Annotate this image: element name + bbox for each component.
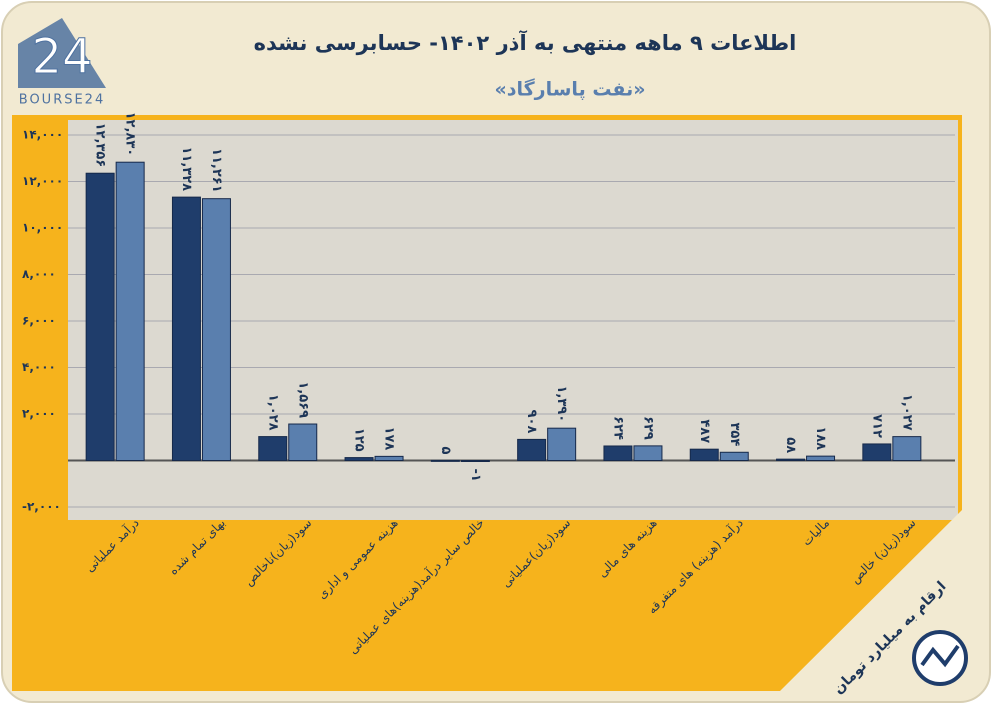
value-label: ۱,۵۶۹ bbox=[295, 381, 310, 418]
value-label: ۴۸۷ bbox=[697, 419, 712, 443]
bar bbox=[344, 457, 374, 461]
bar bbox=[633, 445, 663, 462]
y-tick-label: ۱۰,۰۰۰ bbox=[22, 221, 63, 235]
bar bbox=[806, 455, 836, 461]
y-tick-label: ۱۲,۰۰۰ bbox=[22, 174, 63, 188]
value-label: ۹۰۸ bbox=[524, 410, 539, 434]
y-tick-label: ۴,۰۰۰ bbox=[22, 360, 56, 374]
bar bbox=[776, 458, 806, 461]
value-label: ۱۱,۳۲۸ bbox=[179, 146, 194, 191]
value-label: ۱۲,۳۵۶ bbox=[93, 123, 108, 168]
logo-shape bbox=[18, 18, 106, 88]
value-label: ۷۱۲ bbox=[869, 414, 884, 438]
logo-name: BOURSE24 bbox=[19, 93, 105, 108]
y-tick-label: ۶,۰۰۰ bbox=[22, 314, 56, 328]
value-label: ۱,۳۹۰ bbox=[554, 385, 569, 422]
value-label: ۱۲۵ bbox=[352, 428, 367, 452]
bar bbox=[892, 436, 922, 462]
value-label: ۶۲۹ bbox=[640, 416, 655, 440]
bar bbox=[517, 438, 547, 462]
logo-icon-line bbox=[920, 644, 960, 668]
chart-subtitle: «نفت پاسارگاد» bbox=[494, 78, 645, 101]
value-label: ۵۸ bbox=[783, 437, 798, 453]
bar bbox=[689, 448, 719, 461]
chart-title: اطلاعات ۹ ماهه منتهی به آذر ۱۴۰۲- حسابرس… bbox=[254, 30, 797, 55]
y-tick-label: -۲,۰۰۰ bbox=[22, 500, 61, 514]
bar bbox=[115, 161, 145, 461]
bar bbox=[547, 427, 577, 461]
logo-mark: 24 bbox=[31, 29, 92, 85]
bar bbox=[171, 196, 201, 461]
bar bbox=[430, 459, 460, 462]
value-label: -۱ bbox=[468, 469, 483, 482]
bar bbox=[862, 443, 892, 462]
y-tick-label: ۸,۰۰۰ bbox=[22, 267, 56, 281]
value-label: ۱۸۸ bbox=[813, 426, 828, 450]
bar bbox=[603, 445, 633, 462]
bar bbox=[258, 436, 288, 461]
value-label: ۱,۰۲۸ bbox=[265, 394, 280, 431]
value-label: ۱,۰۲۷ bbox=[899, 394, 914, 431]
y-tick-label: ۲,۰۰۰ bbox=[22, 407, 56, 421]
value-label: ۱۱,۲۶۱ bbox=[209, 148, 224, 193]
bar bbox=[85, 172, 115, 462]
value-label: ۱۷۸ bbox=[382, 427, 397, 451]
bar bbox=[288, 423, 318, 461]
bar bbox=[460, 460, 490, 462]
bar bbox=[374, 455, 404, 462]
bar bbox=[201, 198, 231, 461]
value-label: ۱۲,۸۳۰ bbox=[123, 112, 138, 157]
y-tick-label: ۱۴,۰۰۰ bbox=[22, 128, 63, 142]
value-label: ۶۲۴ bbox=[610, 416, 625, 440]
value-label: ۳۵۴ bbox=[727, 422, 742, 446]
bar bbox=[719, 451, 749, 462]
value-label: ۵ bbox=[438, 446, 453, 454]
